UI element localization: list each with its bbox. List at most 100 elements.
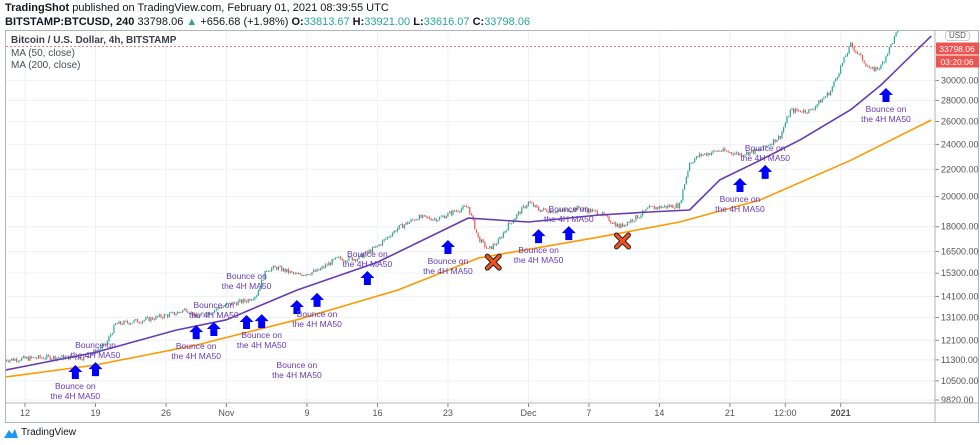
candle <box>890 43 892 48</box>
candle-body <box>242 299 244 304</box>
candle <box>553 211 555 214</box>
candle-body <box>873 67 875 72</box>
candle <box>333 258 335 261</box>
candle-body <box>113 325 115 334</box>
candle <box>299 272 301 276</box>
candle <box>635 214 637 222</box>
legend-ma200[interactable]: MA (200, close) <box>11 60 81 71</box>
currency-label[interactable]: USD <box>945 31 970 41</box>
candle-body <box>464 206 466 207</box>
candle <box>22 355 24 359</box>
candle <box>31 355 33 359</box>
candle-body <box>214 310 216 313</box>
candle <box>121 322 123 326</box>
candle <box>266 269 268 272</box>
candle-body <box>803 109 805 113</box>
candle-body <box>462 206 464 209</box>
candle <box>475 229 478 234</box>
candle-body <box>256 295 258 297</box>
candle-body <box>420 215 422 218</box>
candle <box>636 215 639 219</box>
candle <box>14 358 16 361</box>
candle-body <box>581 209 583 211</box>
candle-body <box>899 29 900 30</box>
candle-body <box>143 320 145 322</box>
candle <box>556 210 558 215</box>
legend-ma50[interactable]: MA (50, close) <box>11 48 75 59</box>
candle-body <box>725 150 728 152</box>
candle-body <box>133 320 135 323</box>
candle-body <box>543 208 545 211</box>
candle <box>220 306 222 309</box>
candle <box>449 210 451 214</box>
candle <box>120 321 122 326</box>
candle <box>729 151 731 154</box>
candle <box>232 301 234 305</box>
y-tick-label: 24000.00 <box>941 139 979 149</box>
candle <box>769 143 771 146</box>
candle-body <box>843 56 845 63</box>
candle-body <box>485 247 488 249</box>
candle-body <box>120 321 122 325</box>
candle <box>277 265 280 271</box>
candle-body <box>410 219 412 222</box>
up-arrow-icon <box>440 240 455 255</box>
candle <box>329 261 332 267</box>
bounce-label: the 4H MA50 <box>71 350 121 360</box>
candle-body <box>212 312 214 314</box>
candle-body <box>326 264 328 266</box>
candle <box>541 210 543 213</box>
candle <box>642 209 644 218</box>
candle-body <box>443 215 446 219</box>
candle-body <box>546 209 548 213</box>
candle-body <box>274 265 276 268</box>
candle <box>123 319 125 326</box>
candle-body <box>209 312 211 314</box>
candle-body <box>754 149 756 154</box>
candle-body <box>700 153 702 156</box>
candle-body <box>484 241 486 248</box>
ma50-line <box>6 35 932 371</box>
close-value: 33798.06 <box>484 16 531 28</box>
symbol-label: BITSTAMP:BTCUSD, 240 <box>5 16 135 28</box>
candle-body <box>772 139 775 145</box>
candle <box>601 211 603 217</box>
candle <box>311 272 313 276</box>
candle-body <box>613 222 615 224</box>
candle <box>271 267 273 273</box>
author-name[interactable]: TradingShot <box>5 2 70 14</box>
bounce-label: the 4H MA50 <box>514 255 564 265</box>
candle <box>645 208 647 212</box>
candle <box>353 258 355 262</box>
tradingview-logo[interactable]: TradingView <box>4 427 76 438</box>
candle <box>835 78 837 82</box>
candle-body <box>417 219 419 221</box>
candle-body <box>279 266 281 268</box>
candle <box>502 231 504 239</box>
candle-body <box>593 209 595 211</box>
candle <box>459 211 461 214</box>
candle <box>7 359 9 363</box>
candle-body <box>200 313 202 316</box>
candle <box>467 205 469 209</box>
candle-body <box>346 260 348 262</box>
candle-body <box>824 96 827 98</box>
candle-body <box>658 206 661 209</box>
candle <box>162 316 164 320</box>
candle <box>808 109 810 114</box>
candle <box>140 321 142 324</box>
candle-body <box>407 222 409 224</box>
candle <box>616 223 619 228</box>
candle <box>225 302 227 306</box>
bounce-label: Bounce on <box>176 341 217 351</box>
candle <box>633 220 635 223</box>
candle <box>368 248 370 254</box>
candle <box>156 315 159 318</box>
candle-body <box>804 109 807 113</box>
candle <box>759 148 761 152</box>
candle-body <box>101 345 103 349</box>
candle <box>272 265 274 270</box>
